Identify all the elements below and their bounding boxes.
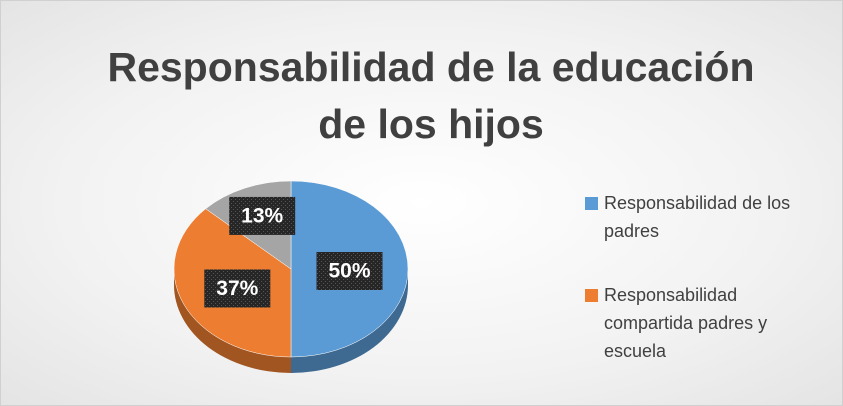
data-label-box [229,196,296,235]
legend-label: Responsabilidad de los padres [604,193,791,241]
data-label: 13% [241,204,283,227]
pie-side [174,269,291,373]
data-label: 37% [216,277,258,300]
legend-swatch [585,197,598,210]
pie-side [291,269,408,373]
chart-title: Responsabilidad de la educación de los h… [107,44,755,147]
data-label-box [316,252,383,290]
data-label-box [204,269,271,308]
data-label: 50% [328,260,370,283]
legend-swatch [585,289,598,302]
legend-label: Responsabilidad compartida padres y escu… [604,285,768,361]
